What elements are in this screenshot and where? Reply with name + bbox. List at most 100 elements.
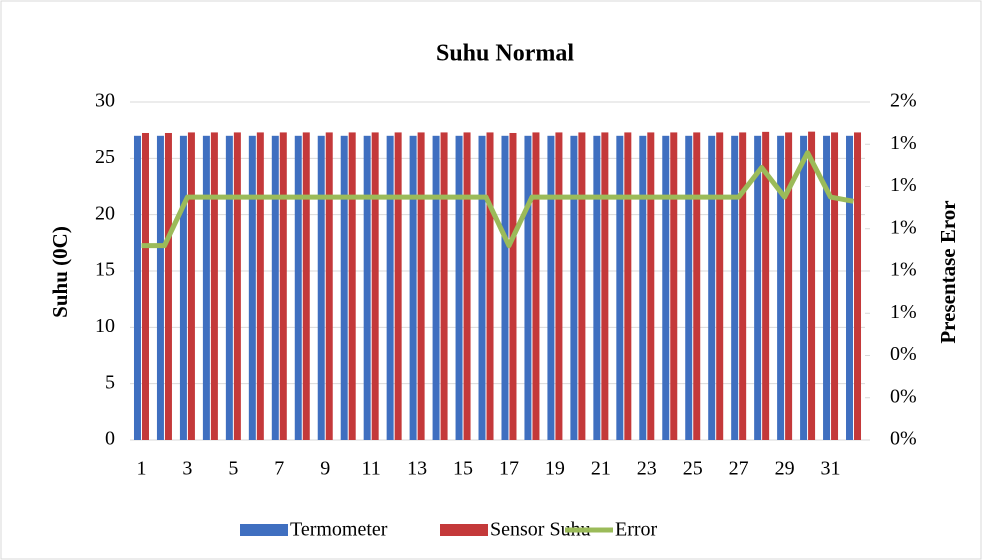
bar bbox=[455, 135, 463, 441]
bar bbox=[233, 132, 241, 441]
legend-label: Termometer bbox=[290, 519, 388, 541]
bar bbox=[578, 132, 586, 441]
bar bbox=[708, 135, 716, 441]
y2-axis-title: Presentase Eror bbox=[936, 200, 960, 343]
y2-tick-label: 1% bbox=[890, 259, 917, 281]
bar bbox=[716, 132, 724, 441]
bar bbox=[846, 135, 854, 441]
x-tick-label: 3 bbox=[182, 458, 192, 480]
bar bbox=[593, 135, 601, 441]
bar bbox=[532, 132, 540, 441]
bar bbox=[363, 135, 371, 441]
x-tick-label: 21 bbox=[591, 458, 611, 480]
bar bbox=[762, 131, 770, 440]
legend-label: Error bbox=[615, 519, 658, 541]
bar bbox=[271, 135, 279, 441]
bar bbox=[501, 135, 509, 441]
y2-tick-label: 0% bbox=[890, 343, 917, 365]
bar bbox=[440, 132, 448, 441]
bar bbox=[179, 135, 187, 441]
y2-tick-label: 1% bbox=[890, 132, 917, 154]
bar bbox=[639, 135, 647, 441]
bar bbox=[777, 135, 785, 441]
line bbox=[141, 150, 854, 249]
bar bbox=[302, 132, 310, 441]
bar bbox=[394, 132, 402, 441]
y-tick-label: 10 bbox=[95, 315, 115, 337]
y-tick-label: 15 bbox=[95, 259, 115, 281]
bar bbox=[340, 135, 348, 441]
bar bbox=[256, 132, 264, 441]
y2-tick-label: 0% bbox=[890, 428, 917, 450]
y2-tick-label: 0% bbox=[890, 385, 917, 407]
bar bbox=[624, 132, 632, 441]
chart-title: Suhu Normal bbox=[436, 41, 574, 67]
bar bbox=[823, 135, 831, 441]
y2-tick-label: 2% bbox=[890, 90, 917, 112]
x-tick-label: 13 bbox=[407, 458, 427, 480]
bar bbox=[432, 135, 440, 441]
y2-tick-label: 1% bbox=[890, 174, 917, 196]
bar bbox=[739, 132, 747, 441]
bar bbox=[616, 135, 624, 441]
legend-swatch bbox=[240, 524, 288, 536]
y2-tick-label: 1% bbox=[890, 216, 917, 238]
y-tick-label: 0 bbox=[105, 428, 115, 450]
bar bbox=[831, 132, 839, 441]
bar bbox=[133, 135, 141, 441]
bar bbox=[547, 135, 555, 441]
bar bbox=[417, 132, 425, 441]
bar bbox=[670, 132, 678, 441]
y2-tick-label: 1% bbox=[890, 301, 917, 323]
bar bbox=[524, 135, 532, 441]
x-tick-label: 17 bbox=[499, 458, 519, 480]
x-tick-label: 27 bbox=[729, 458, 749, 480]
bar bbox=[693, 132, 701, 441]
bar bbox=[371, 132, 379, 441]
bar bbox=[601, 132, 609, 441]
bar bbox=[570, 135, 578, 441]
bar bbox=[647, 132, 655, 441]
x-tick-label: 23 bbox=[637, 458, 657, 480]
x-tick-label: 9 bbox=[320, 458, 330, 480]
bar bbox=[386, 135, 394, 441]
x-tick-label: 15 bbox=[453, 458, 473, 480]
bar bbox=[808, 131, 816, 440]
bar bbox=[478, 135, 486, 441]
bar bbox=[555, 132, 563, 441]
legend-label: Sensor Suhu bbox=[490, 519, 591, 541]
x-tick-label: 29 bbox=[775, 458, 795, 480]
bar bbox=[754, 135, 762, 441]
bar bbox=[164, 132, 172, 440]
x-tick-label: 19 bbox=[545, 458, 565, 480]
bar bbox=[325, 132, 333, 441]
y-tick-label: 5 bbox=[105, 371, 115, 393]
bar bbox=[294, 135, 302, 441]
bar bbox=[854, 132, 862, 441]
x-tick-label: 1 bbox=[136, 458, 146, 480]
bar bbox=[225, 135, 233, 441]
bar bbox=[486, 132, 494, 441]
y-tick-label: 20 bbox=[95, 202, 115, 224]
bar bbox=[187, 132, 195, 441]
bar bbox=[463, 132, 471, 441]
x-tick-label: 5 bbox=[228, 458, 238, 480]
x-tick-label: 31 bbox=[821, 458, 841, 480]
legend-swatch bbox=[440, 524, 488, 536]
bar bbox=[785, 132, 793, 441]
bar bbox=[156, 135, 164, 441]
bar bbox=[800, 135, 808, 441]
bar bbox=[279, 132, 287, 441]
bar bbox=[141, 132, 149, 440]
bar bbox=[248, 135, 256, 441]
bar bbox=[685, 135, 693, 441]
bar bbox=[317, 135, 325, 441]
x-tick-label: 25 bbox=[683, 458, 703, 480]
bar bbox=[731, 135, 739, 441]
bar bbox=[210, 132, 218, 441]
y-tick-label: 30 bbox=[95, 90, 115, 112]
bar bbox=[202, 135, 210, 441]
bar bbox=[409, 135, 417, 441]
bar bbox=[509, 132, 517, 440]
